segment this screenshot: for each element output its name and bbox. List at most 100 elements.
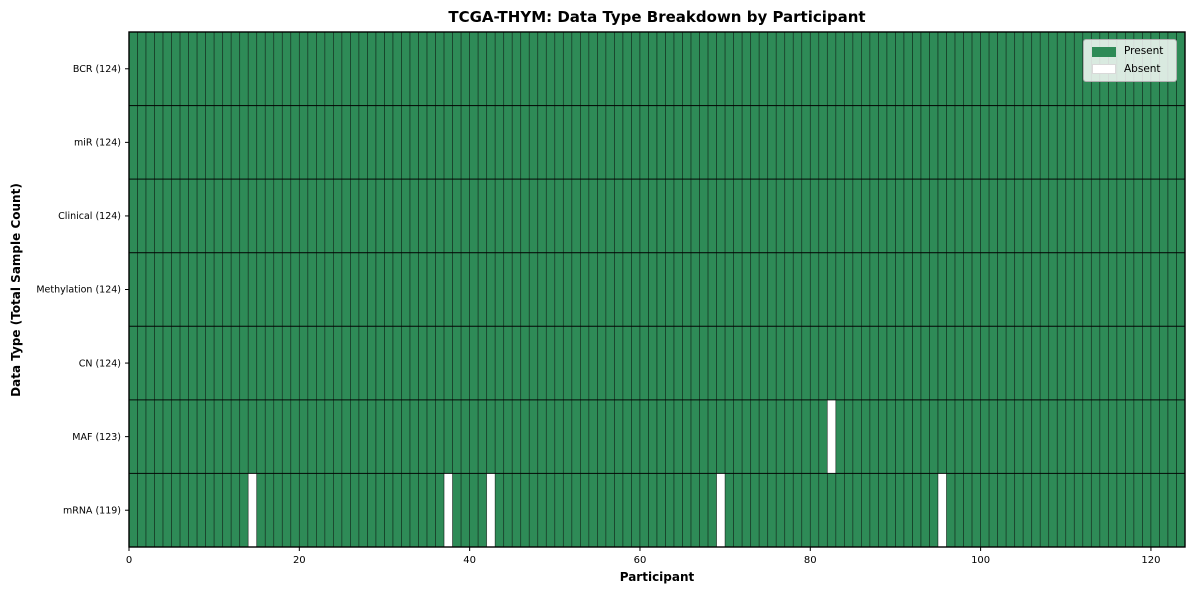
heatmap-cell-present (503, 252, 513, 327)
heatmap-cell-present (392, 325, 402, 401)
heatmap-cell-present (852, 105, 862, 180)
heatmap-cell-present (861, 399, 871, 474)
heatmap-cell-present (929, 31, 939, 106)
heatmap-cell-present (1099, 252, 1109, 327)
heatmap-cell-present (171, 252, 181, 327)
heatmap-cell-present (418, 473, 428, 548)
heatmap-cell-present (699, 399, 709, 474)
heatmap-cell-present (716, 325, 726, 401)
heatmap-cell-present (460, 105, 471, 180)
heatmap-cell-present (741, 473, 752, 548)
heatmap-cell-present (511, 31, 522, 106)
heatmap-cell-present (861, 252, 871, 327)
heatmap-cell-present (622, 325, 632, 401)
heatmap-cell-present (333, 473, 343, 548)
heatmap-cell-present (1048, 31, 1058, 106)
heatmap-cell-present (724, 473, 735, 548)
heatmap-cell-present (639, 178, 649, 254)
heatmap-cell-present (605, 178, 615, 254)
heatmap-cell-present (878, 178, 888, 254)
heatmap-cell-present (690, 399, 700, 474)
heatmap-cell-present (869, 178, 879, 254)
heatmap-cell-present (997, 31, 1007, 106)
heatmap-cell-present (912, 31, 922, 106)
heatmap-cell-present (656, 105, 666, 180)
heatmap-cell-present (435, 325, 445, 401)
heatmap-cell-present (954, 473, 964, 548)
heatmap-cell-present (545, 105, 556, 180)
heatmap-cell-present (1065, 178, 1075, 254)
heatmap-cell-present (988, 399, 999, 474)
heatmap-cell-present (648, 325, 658, 401)
heatmap-cell-present (290, 325, 300, 401)
heatmap-cell-present (690, 473, 700, 548)
heatmap-cell-present (929, 178, 939, 254)
heatmap-cell-present (707, 31, 717, 106)
heatmap-cell-present (1125, 105, 1135, 180)
heatmap-cell-present (639, 473, 649, 548)
heatmap-cell-present (562, 31, 573, 106)
legend-item-absent: Absent (1092, 63, 1168, 76)
heatmap-cell-present (409, 399, 419, 474)
heatmap-cell-present (137, 252, 147, 327)
heatmap-cell-present (316, 325, 326, 401)
heatmap-cell-present (588, 105, 598, 180)
heatmap-cell-present (528, 252, 539, 327)
heatmap-cell-present (162, 31, 172, 106)
heatmap-cell-present (980, 105, 990, 180)
heatmap-cell-present (869, 252, 879, 327)
heatmap-cell-present (988, 252, 999, 327)
heatmap-cell-present (843, 31, 854, 106)
heatmap-cell-present (384, 105, 394, 180)
heatmap-cell-present (1073, 252, 1084, 327)
heatmap-cell-present (460, 178, 471, 254)
heatmap-cell-present (1022, 325, 1033, 401)
heatmap-cell-present (1167, 105, 1177, 180)
heatmap-cell-present (222, 105, 232, 180)
heatmap-cell-present (929, 252, 939, 327)
heatmap-cell-present (997, 399, 1007, 474)
heatmap-cell-present (239, 105, 249, 180)
heatmap-cell-present (622, 252, 632, 327)
heatmap-cell-present (188, 178, 198, 254)
heatmap-cell-present (1116, 252, 1126, 327)
heatmap-cell-present (503, 178, 513, 254)
heatmap-cell-present (179, 252, 189, 327)
heatmap-cell-present (988, 31, 999, 106)
heatmap-cell-present (196, 105, 207, 180)
heatmap-cell-present (469, 178, 479, 254)
heatmap-cell-present (307, 473, 317, 548)
heatmap-cell-present (741, 105, 752, 180)
heatmap-cell-present (273, 399, 283, 474)
heatmap-cell-present (792, 473, 803, 548)
heatmap-cell-present (579, 252, 590, 327)
heatmap-cell-present (316, 473, 326, 548)
heatmap-cell-present (409, 31, 419, 106)
heatmap-cell-present (605, 473, 615, 548)
heatmap-cell-present (758, 399, 769, 474)
heatmap-cell-present (1125, 178, 1135, 254)
heatmap-cell-present (171, 31, 181, 106)
heatmap-cell-present (682, 252, 692, 327)
heatmap-cell-present (443, 325, 453, 401)
heatmap-cell-present (648, 473, 658, 548)
heatmap-cell-present (128, 325, 138, 401)
heatmap-cell-present (954, 178, 964, 254)
heatmap-cell-present (145, 399, 155, 474)
heatmap-cell-present (716, 252, 726, 327)
heatmap-cell-present (256, 105, 266, 180)
heatmap-cell-present (545, 178, 556, 254)
heatmap-cell-present (784, 105, 794, 180)
heatmap-cell-present (281, 178, 292, 254)
heatmap-cell-present (920, 178, 930, 254)
heatmap-cell-present (307, 31, 317, 106)
heatmap-cell-present (528, 325, 539, 401)
heatmap-cell-present (758, 178, 769, 254)
heatmap-cell-present (869, 473, 879, 548)
heatmap-cell-present (946, 31, 956, 106)
heatmap-cell-present (196, 473, 207, 548)
heatmap-cell-present (230, 473, 241, 548)
heatmap-cell-present (639, 325, 649, 401)
heatmap-cell-present (154, 473, 164, 548)
heatmap-cell-present (486, 31, 496, 106)
